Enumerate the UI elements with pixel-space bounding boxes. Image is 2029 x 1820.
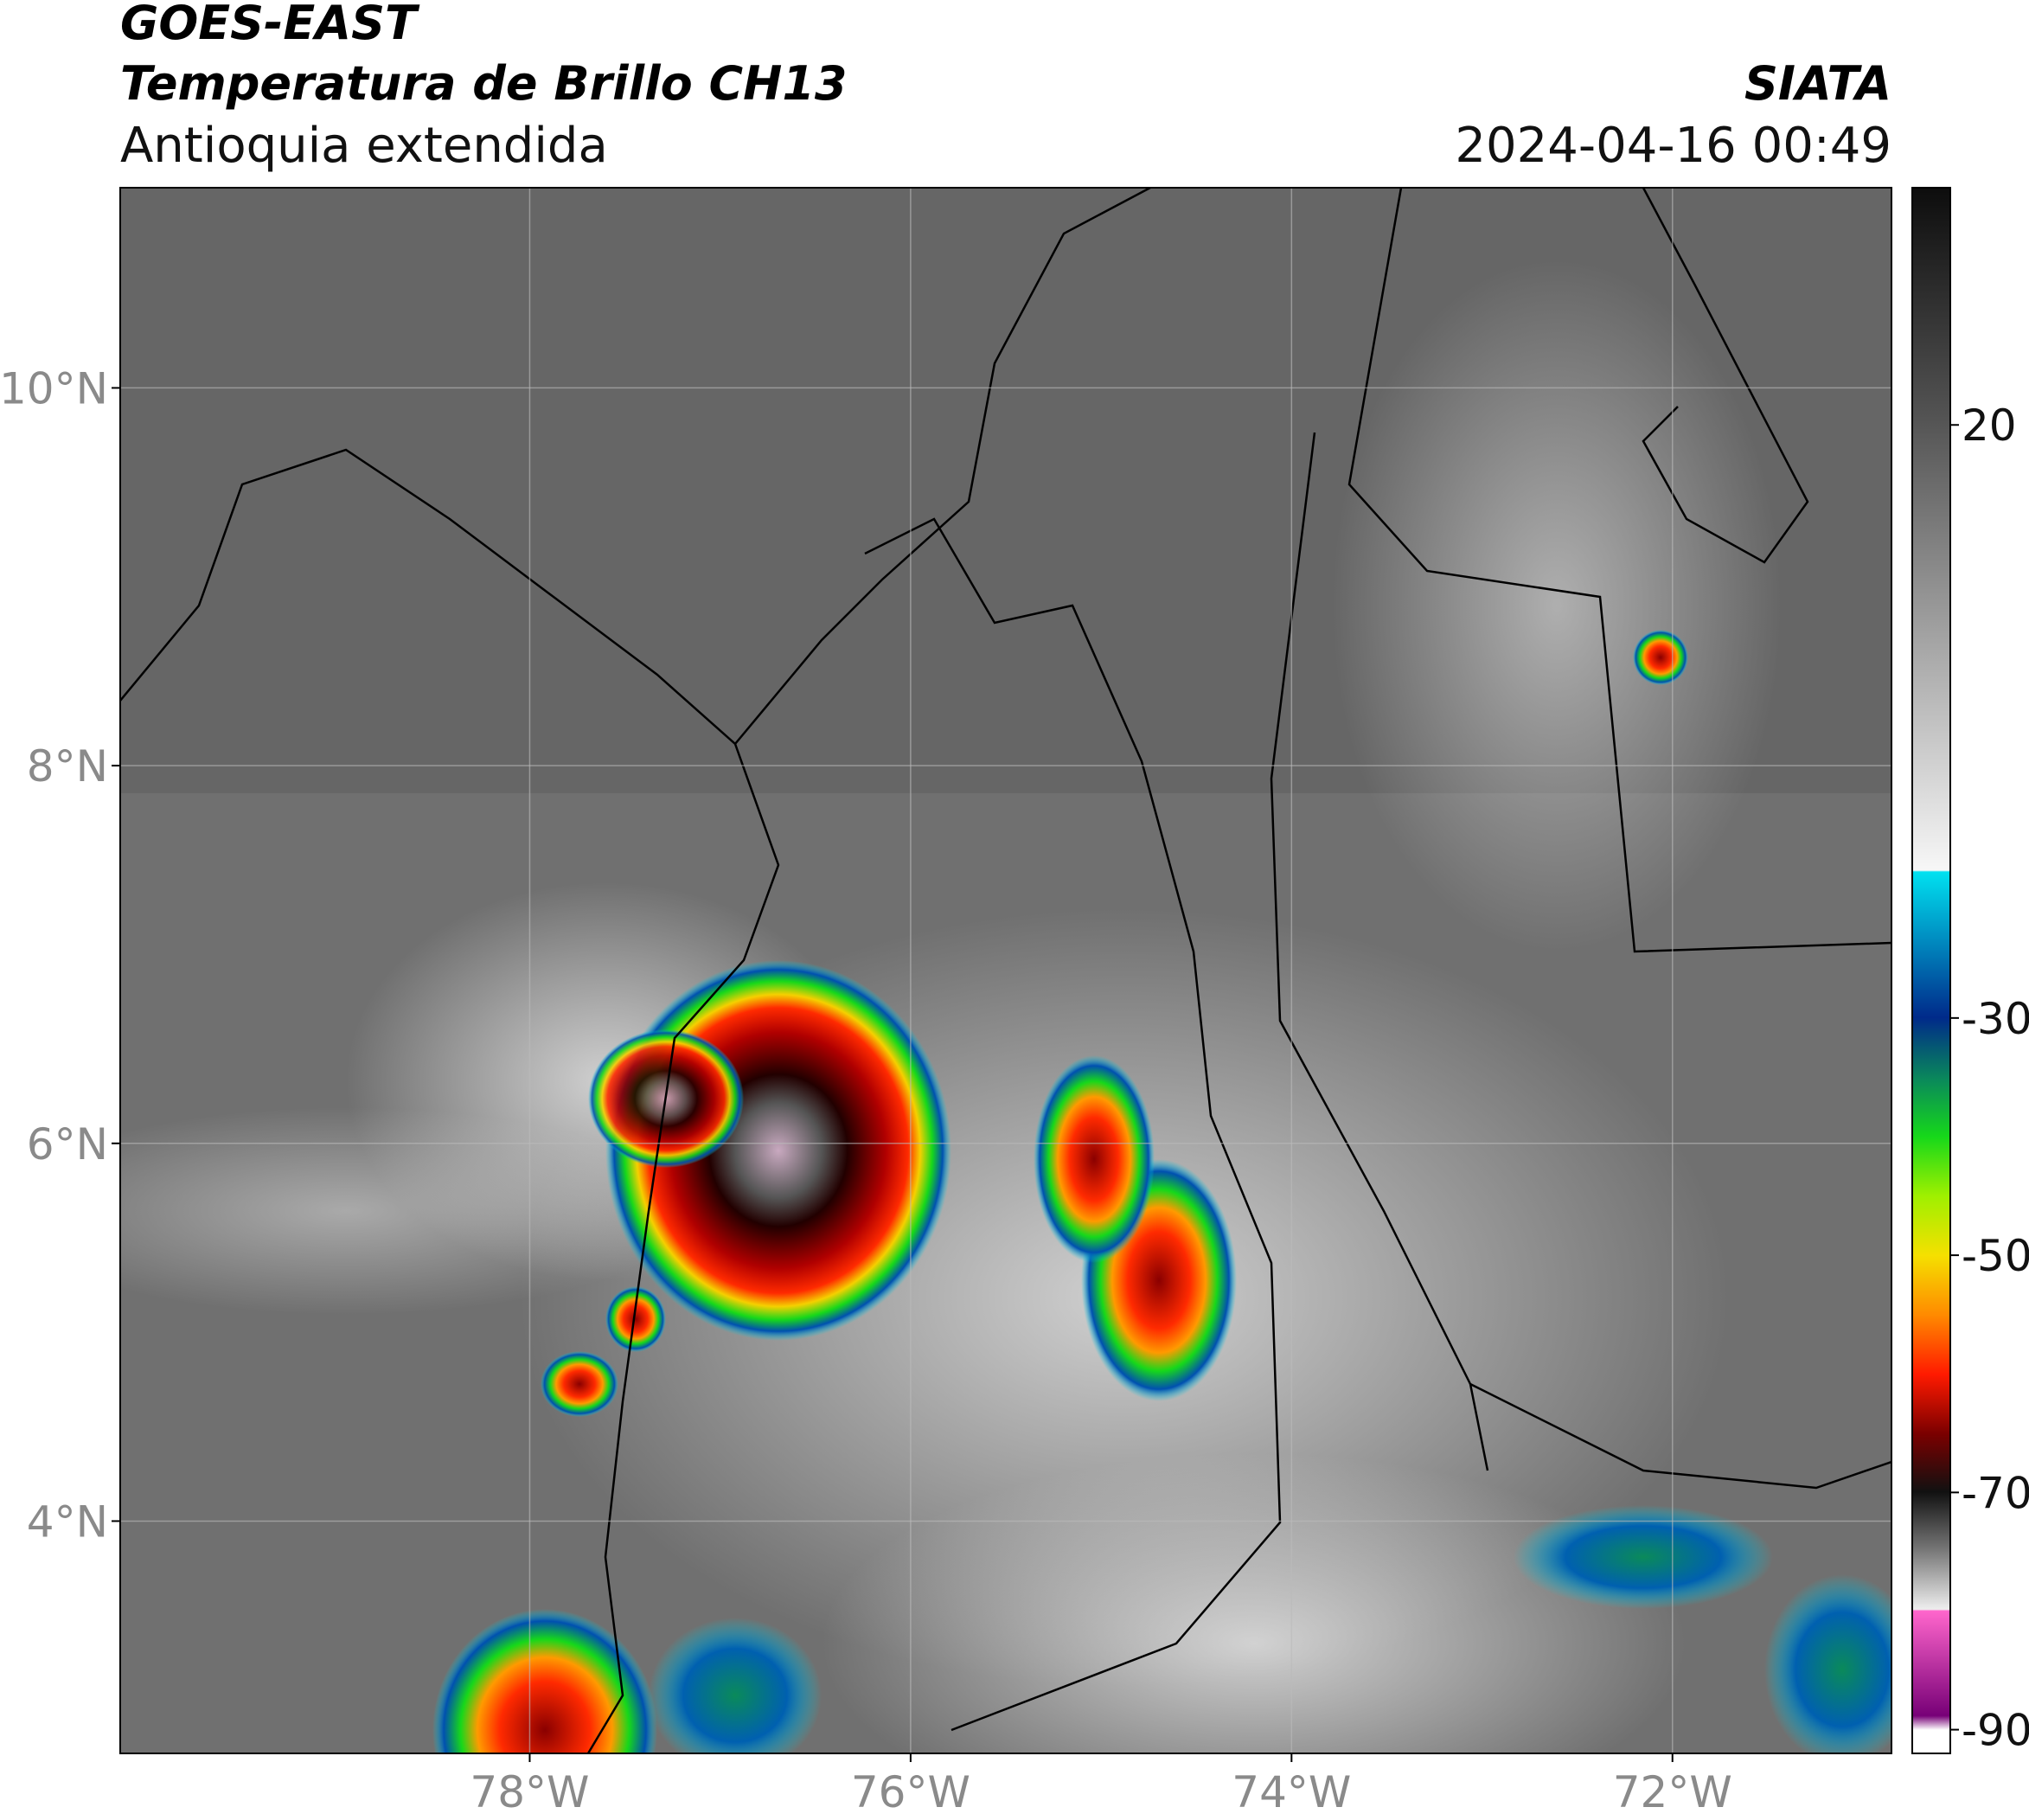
imagery <box>120 188 1891 1753</box>
colorbar-tick-label: -70 <box>1962 1468 2029 1518</box>
title: GOES-EAST <box>120 0 420 50</box>
colorbar-tick-label: 20 <box>1962 401 2017 451</box>
x-tick-label: 78°W <box>470 1767 589 1817</box>
x-tick-label: 72°W <box>1613 1767 1732 1817</box>
y-tick-label: 4°N <box>27 1496 108 1547</box>
subtitle: Temperatura de Brillo CH13 <box>120 56 848 111</box>
y-tick-label: 6°N <box>27 1119 108 1170</box>
grid <box>120 188 1891 1753</box>
datetime: 2024-04-16 00:49 <box>1455 118 1891 174</box>
y-tick-label: 8°N <box>27 741 108 791</box>
colorbar <box>1911 187 1951 1754</box>
x-tick-label: 74°W <box>1232 1767 1351 1817</box>
colorbar-tick-label: -90 <box>1962 1706 2029 1756</box>
region: Antioquia extendida <box>120 118 608 174</box>
map-frame <box>119 187 1892 1754</box>
y-tick-label: 10°N <box>0 363 108 413</box>
source: SIATA <box>1744 56 1891 111</box>
colorbar-tick-label: -30 <box>1962 994 2029 1044</box>
x-tick-label: 76°W <box>851 1767 970 1817</box>
colorbar-tick-label: -50 <box>1962 1231 2029 1281</box>
